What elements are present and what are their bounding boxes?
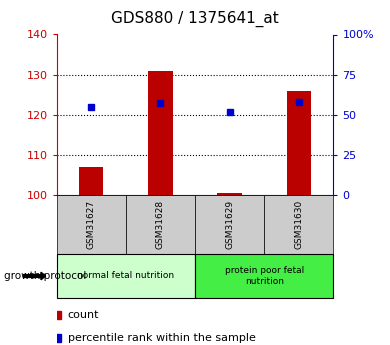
Bar [287, 91, 311, 195]
Text: growth protocol: growth protocol [4, 271, 86, 281]
Text: GSM31629: GSM31629 [225, 200, 234, 249]
Text: GSM31627: GSM31627 [87, 200, 96, 249]
Bar [195, 195, 264, 254]
Text: GDS880 / 1375641_at: GDS880 / 1375641_at [111, 10, 279, 27]
Bar [57, 195, 126, 254]
Bar [126, 195, 195, 254]
Bar [195, 254, 333, 298]
Bar [57, 254, 195, 298]
Text: protein poor fetal
nutrition: protein poor fetal nutrition [225, 266, 304, 286]
Text: count: count [67, 310, 99, 320]
Bar [218, 193, 242, 195]
Text: normal fetal nutrition: normal fetal nutrition [77, 272, 174, 280]
Bar [148, 71, 172, 195]
Text: percentile rank within the sample: percentile rank within the sample [67, 333, 255, 343]
Text: GSM31630: GSM31630 [294, 200, 303, 249]
Bar [264, 195, 333, 254]
Bar [79, 167, 103, 195]
Text: GSM31628: GSM31628 [156, 200, 165, 249]
